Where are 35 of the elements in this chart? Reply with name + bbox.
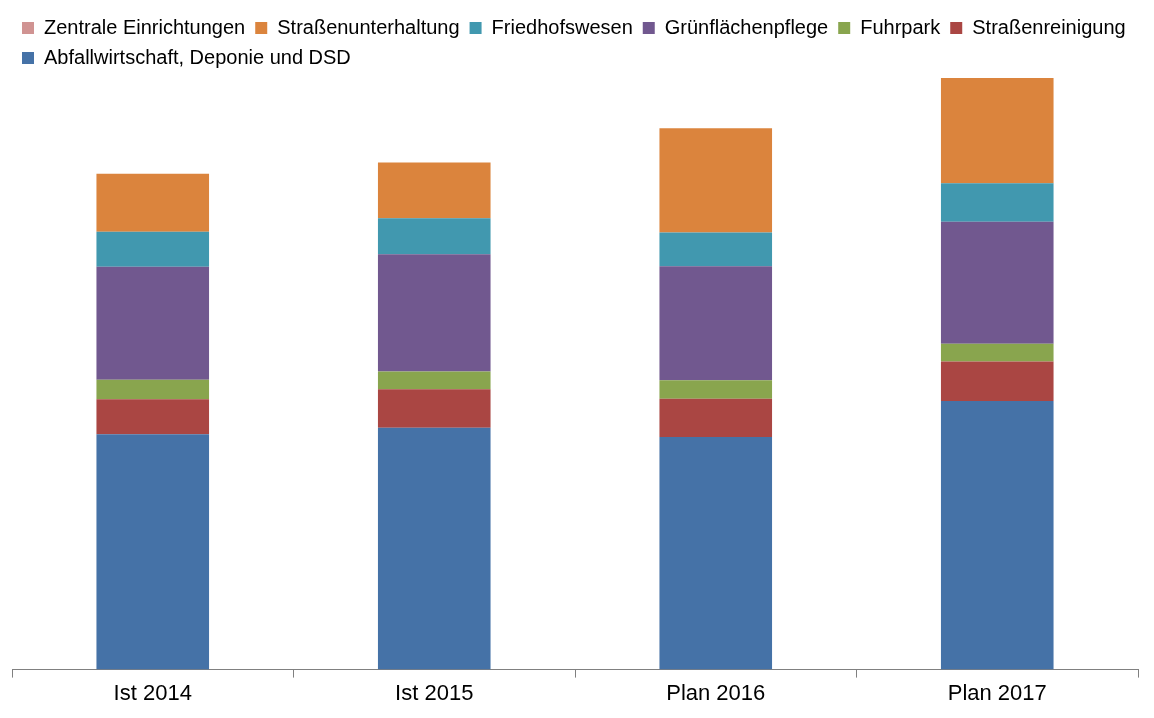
legend-label: Straßenreinigung — [972, 15, 1126, 38]
legend-label: Friedhofswesen — [491, 15, 633, 38]
legend-label: Abfallwirtschaft, Deponie und DSD — [44, 45, 351, 68]
bar — [659, 232, 773, 267]
bar — [659, 398, 773, 438]
bar — [96, 434, 210, 670]
bar — [377, 389, 491, 428]
x-tick-label: Plan 2017 — [947, 679, 1047, 705]
bar — [940, 221, 1054, 344]
x-tick-label: Plan 2016 — [666, 679, 766, 705]
bar — [377, 371, 491, 390]
legend-label: Grünflächenpflege — [664, 15, 829, 38]
x-tick-label: Ist 2014 — [113, 679, 192, 705]
bar — [96, 379, 210, 400]
bar — [659, 437, 773, 670]
bar — [940, 343, 1054, 362]
legend-label: Zentrale Einrichtungen — [44, 15, 246, 38]
bar — [659, 266, 773, 381]
bar — [96, 173, 210, 232]
bar — [377, 162, 491, 219]
x-tick-label: Ist 2015 — [395, 679, 474, 705]
bar — [96, 399, 210, 435]
bar — [940, 401, 1054, 670]
bar — [96, 266, 210, 380]
bar — [377, 254, 491, 372]
legend-label: Fuhrpark — [860, 15, 942, 38]
bar — [96, 231, 210, 267]
bar — [940, 78, 1054, 184]
legend-label: Straßenunterhaltung — [277, 15, 460, 38]
bar — [659, 380, 773, 399]
bar — [940, 183, 1054, 222]
bar — [377, 218, 491, 255]
bar — [659, 128, 773, 233]
bar — [377, 427, 491, 670]
bar — [940, 361, 1054, 402]
